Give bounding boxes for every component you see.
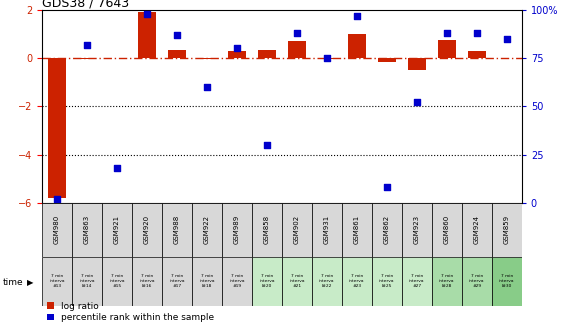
Bar xyxy=(318,58,336,59)
Text: GSM862: GSM862 xyxy=(384,215,390,244)
Point xyxy=(172,32,181,38)
Text: time: time xyxy=(3,278,24,287)
Point xyxy=(53,196,62,201)
Text: GSM858: GSM858 xyxy=(264,215,270,244)
Bar xyxy=(42,203,72,257)
Bar xyxy=(48,58,66,198)
Point xyxy=(203,84,211,90)
Bar xyxy=(162,257,192,306)
Text: 7 min
interva
#15: 7 min interva #15 xyxy=(109,274,125,288)
Text: GSM861: GSM861 xyxy=(354,215,360,244)
Bar xyxy=(408,58,426,70)
Text: ▶: ▶ xyxy=(27,278,34,287)
Bar xyxy=(252,257,282,306)
Text: 7 min
interva
l#25: 7 min interva l#25 xyxy=(379,274,394,288)
Bar xyxy=(258,50,276,58)
Bar xyxy=(402,203,432,257)
Bar xyxy=(282,257,312,306)
Point xyxy=(502,36,511,41)
Bar xyxy=(462,257,492,306)
Point xyxy=(412,100,421,105)
Bar xyxy=(102,203,132,257)
Bar xyxy=(42,257,72,306)
Text: GSM988: GSM988 xyxy=(174,215,180,244)
Bar xyxy=(438,40,456,58)
Bar xyxy=(222,257,252,306)
Bar xyxy=(372,257,402,306)
Bar xyxy=(72,203,102,257)
Point xyxy=(472,30,481,36)
Text: 7 min
interva
l#30: 7 min interva l#30 xyxy=(499,274,514,288)
Text: 7 min
interva
#27: 7 min interva #27 xyxy=(409,274,425,288)
Text: 7 min
interva
#13: 7 min interva #13 xyxy=(49,274,65,288)
Text: GSM863: GSM863 xyxy=(84,215,90,244)
Bar xyxy=(312,257,342,306)
Text: GSM989: GSM989 xyxy=(234,215,240,244)
Bar xyxy=(468,51,486,58)
Bar xyxy=(132,203,162,257)
Legend: log ratio, percentile rank within the sample: log ratio, percentile rank within the sa… xyxy=(47,302,214,322)
Bar xyxy=(342,203,372,257)
Bar xyxy=(162,203,192,257)
Point xyxy=(82,42,91,47)
Bar xyxy=(72,257,102,306)
Bar xyxy=(288,41,306,58)
Bar xyxy=(132,257,162,306)
Point xyxy=(442,30,451,36)
Bar xyxy=(102,257,132,306)
Bar xyxy=(432,257,462,306)
Text: GSM902: GSM902 xyxy=(294,215,300,244)
Text: 7 min
interva
#19: 7 min interva #19 xyxy=(229,274,245,288)
Bar xyxy=(432,203,462,257)
Bar xyxy=(492,257,522,306)
Text: 7 min
interva
#21: 7 min interva #21 xyxy=(289,274,305,288)
Text: GDS38 / 7643: GDS38 / 7643 xyxy=(42,0,129,10)
Bar xyxy=(192,257,222,306)
Text: GSM920: GSM920 xyxy=(144,215,150,244)
Text: GSM923: GSM923 xyxy=(414,215,420,244)
Text: 7 min
interva
#23: 7 min interva #23 xyxy=(349,274,365,288)
Bar xyxy=(282,203,312,257)
Text: GSM980: GSM980 xyxy=(54,215,60,244)
Bar xyxy=(138,12,156,58)
Bar xyxy=(198,58,216,59)
Bar xyxy=(222,203,252,257)
Text: GSM931: GSM931 xyxy=(324,215,330,244)
Bar xyxy=(462,203,492,257)
Text: 7 min
interva
l#22: 7 min interva l#22 xyxy=(319,274,334,288)
Point xyxy=(142,11,151,16)
Text: 7 min
interva
l#18: 7 min interva l#18 xyxy=(199,274,215,288)
Text: GSM860: GSM860 xyxy=(444,215,450,244)
Bar xyxy=(342,257,372,306)
Text: GSM922: GSM922 xyxy=(204,215,210,244)
Bar xyxy=(168,50,186,58)
Point xyxy=(113,165,122,171)
Bar xyxy=(252,203,282,257)
Bar xyxy=(312,203,342,257)
Bar xyxy=(402,257,432,306)
Point xyxy=(352,13,361,18)
Text: GSM924: GSM924 xyxy=(473,215,480,244)
Point xyxy=(263,142,272,147)
Bar xyxy=(348,34,366,58)
Bar xyxy=(378,58,396,62)
Point xyxy=(323,55,332,60)
Bar xyxy=(372,203,402,257)
Bar xyxy=(228,51,246,58)
Text: 7 min
interva
l#16: 7 min interva l#16 xyxy=(139,274,155,288)
Point xyxy=(232,46,241,51)
Text: GSM921: GSM921 xyxy=(114,215,120,244)
Text: 7 min
interva
l#28: 7 min interva l#28 xyxy=(439,274,454,288)
Text: 7 min
interva
l#14: 7 min interva l#14 xyxy=(79,274,95,288)
Text: 7 min
interva
#17: 7 min interva #17 xyxy=(169,274,185,288)
Point xyxy=(383,185,392,190)
Bar xyxy=(192,203,222,257)
Bar xyxy=(78,58,96,59)
Text: 7 min
interva
#29: 7 min interva #29 xyxy=(469,274,485,288)
Text: GSM859: GSM859 xyxy=(504,215,510,244)
Point xyxy=(292,30,301,36)
Text: 7 min
interva
l#20: 7 min interva l#20 xyxy=(259,274,275,288)
Bar xyxy=(492,203,522,257)
